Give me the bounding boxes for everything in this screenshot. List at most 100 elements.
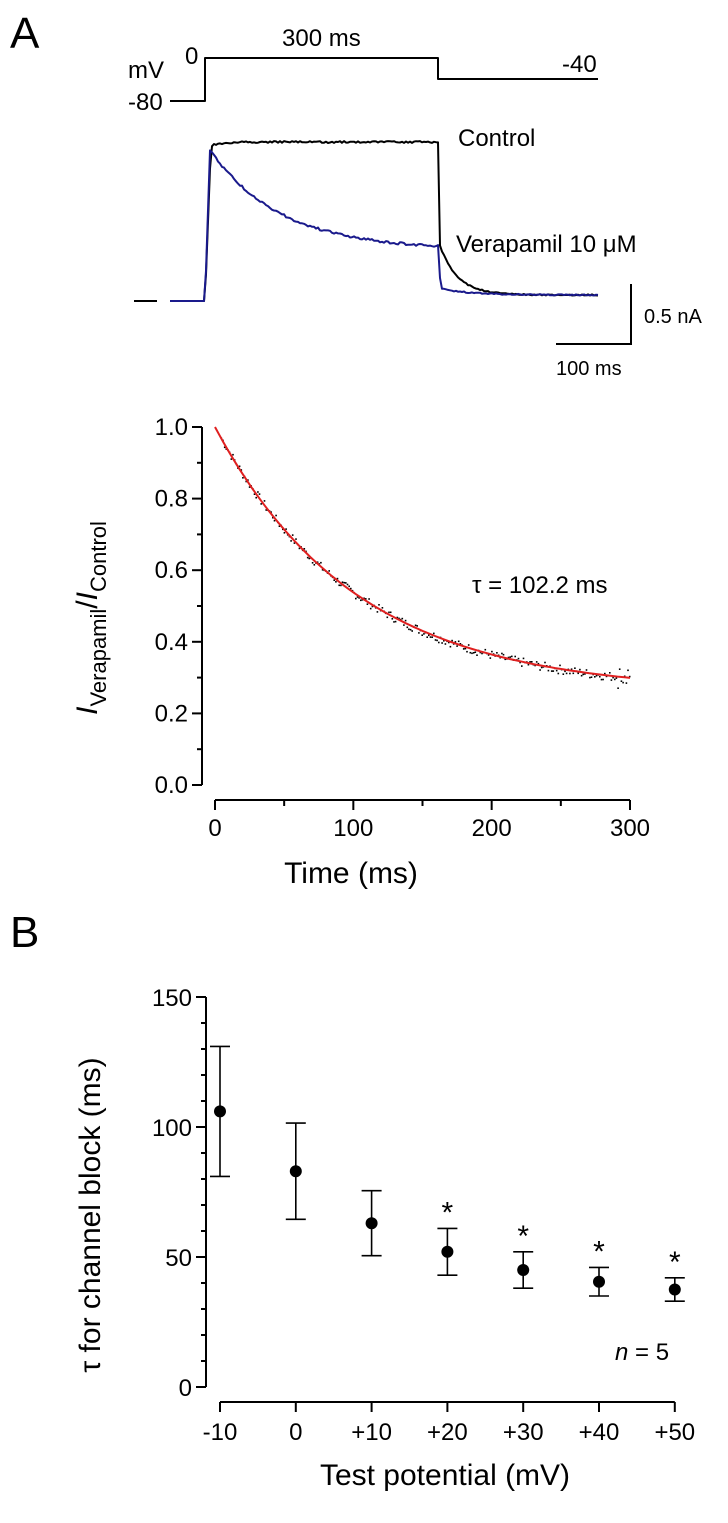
decay-data-point <box>464 647 467 650</box>
tau-x-tick-label: +10 <box>351 1419 392 1446</box>
decay-data-point <box>476 654 478 656</box>
decay-data-point <box>547 669 550 672</box>
tau-annotation: τ = 102.2 ms <box>472 572 608 599</box>
decay-data-point <box>462 648 465 650</box>
significance-marker: * <box>442 1196 454 1229</box>
decay-data-point <box>306 556 309 559</box>
decay-data-point <box>550 670 553 672</box>
voltage-unit-label: mV <box>128 57 164 84</box>
decay-data-point <box>441 642 443 644</box>
y-title-separator: / <box>71 600 104 609</box>
scale-bar: 0.5 nA 100 ms <box>556 284 702 380</box>
decay-data-point <box>429 636 432 638</box>
decay-data-point <box>618 668 621 670</box>
decay-data-point <box>275 514 277 517</box>
decay-data-point <box>253 493 256 495</box>
decay-data-point <box>487 654 490 656</box>
decay-data-point <box>431 636 433 638</box>
voltage-step-trace <box>170 57 598 102</box>
decay-data-point <box>434 639 437 641</box>
decay-data-point <box>335 581 337 583</box>
decay-data-point <box>283 532 286 534</box>
decay-data-point <box>398 617 400 620</box>
panel-b-label: B <box>10 908 39 957</box>
decay-data-point <box>328 570 330 572</box>
decay-data-point <box>574 667 576 669</box>
decay-data-point <box>562 673 565 675</box>
decay-data-point <box>572 672 575 675</box>
decay-axes: 0.0 0.2 0.4 0.6 0.8 1.0 0 100 200 300 <box>155 414 650 842</box>
decay-data-point <box>481 652 483 655</box>
decay-data-point <box>628 675 631 678</box>
decay-data-point <box>443 640 445 642</box>
decay-x-tick-label: 200 <box>472 815 512 842</box>
decay-data-point <box>604 672 606 675</box>
holding-potential-label: -80 <box>128 89 163 116</box>
decay-data-point <box>238 465 241 468</box>
y-title-main: I <box>71 707 104 715</box>
tau-y-tick-label: 100 <box>152 1115 192 1142</box>
decay-y-tick-label: 0.0 <box>155 772 188 799</box>
decay-data-point <box>421 634 423 636</box>
tau-x-tick-label: +50 <box>654 1419 695 1446</box>
decay-plot: 0.0 0.2 0.4 0.6 0.8 1.0 0 100 200 300 τ = 102.2 m… <box>71 414 650 890</box>
tau-data-points: * * * * <box>210 1045 685 1302</box>
decay-data-point <box>521 665 523 667</box>
decay-data-point <box>489 657 492 659</box>
decay-data-point <box>406 626 409 629</box>
decay-data-point <box>404 619 407 622</box>
decay-data-point <box>599 675 601 678</box>
decay-y-tick-label: 0.6 <box>155 557 188 584</box>
decay-data-point <box>451 639 453 642</box>
decay-data-point <box>552 670 555 672</box>
decay-data-point <box>369 607 372 610</box>
decay-data-point <box>535 661 538 663</box>
decay-x-tick-label: 300 <box>610 815 650 842</box>
voltage-protocol: mV -80 0 300 ms -40 <box>128 25 598 116</box>
decay-data-point <box>459 643 462 645</box>
decay-data-point <box>278 525 281 527</box>
decay-data-point <box>507 656 510 659</box>
n-annotation-italic: n <box>615 1339 628 1366</box>
decay-data-point <box>401 617 404 620</box>
y-title-sub-verapamil: Verapamil <box>86 609 111 707</box>
decay-data-point <box>303 548 306 550</box>
decay-data-point <box>273 519 276 522</box>
decay-data-point <box>582 673 584 676</box>
decay-data-point <box>408 628 410 631</box>
y-title-sub-control: Control <box>86 521 111 592</box>
decay-data-point <box>479 651 482 654</box>
decay-data-point <box>449 645 452 648</box>
decay-data-point <box>391 618 394 620</box>
decay-data-point <box>321 569 324 571</box>
significance-marker: * <box>593 1235 605 1268</box>
decay-data-point <box>350 587 352 590</box>
n-annotation-rest: = 5 <box>628 1339 669 1366</box>
tau-x-tick-label: +30 <box>503 1419 544 1446</box>
decay-data-point <box>517 657 520 660</box>
decay-data-point <box>433 632 435 635</box>
tau-x-tick-label: +40 <box>579 1419 620 1446</box>
decay-data-point <box>544 661 546 664</box>
decay-data-point <box>265 509 267 511</box>
decay-data-point <box>469 651 472 654</box>
tau-x-tick-label: -10 <box>203 1419 238 1446</box>
decay-data-point <box>313 564 316 566</box>
decay-data-point <box>472 652 475 654</box>
decay-y-tick-label: 0.4 <box>155 629 188 656</box>
y-title-main-2: I <box>71 592 104 600</box>
decay-data-point <box>627 669 629 672</box>
decay-data-point <box>316 561 319 563</box>
decay-data-point <box>346 583 349 586</box>
decay-data-point <box>363 597 365 600</box>
decay-data-point <box>270 511 272 513</box>
decay-data-point <box>522 657 525 660</box>
decay-data-point <box>272 516 274 519</box>
decay-data-point <box>565 672 568 675</box>
decay-x-tick-label: 100 <box>333 815 373 842</box>
decay-data-point <box>333 579 335 581</box>
decay-data-point <box>577 672 579 675</box>
decay-data-point <box>338 584 340 587</box>
decay-data-point <box>360 599 362 602</box>
